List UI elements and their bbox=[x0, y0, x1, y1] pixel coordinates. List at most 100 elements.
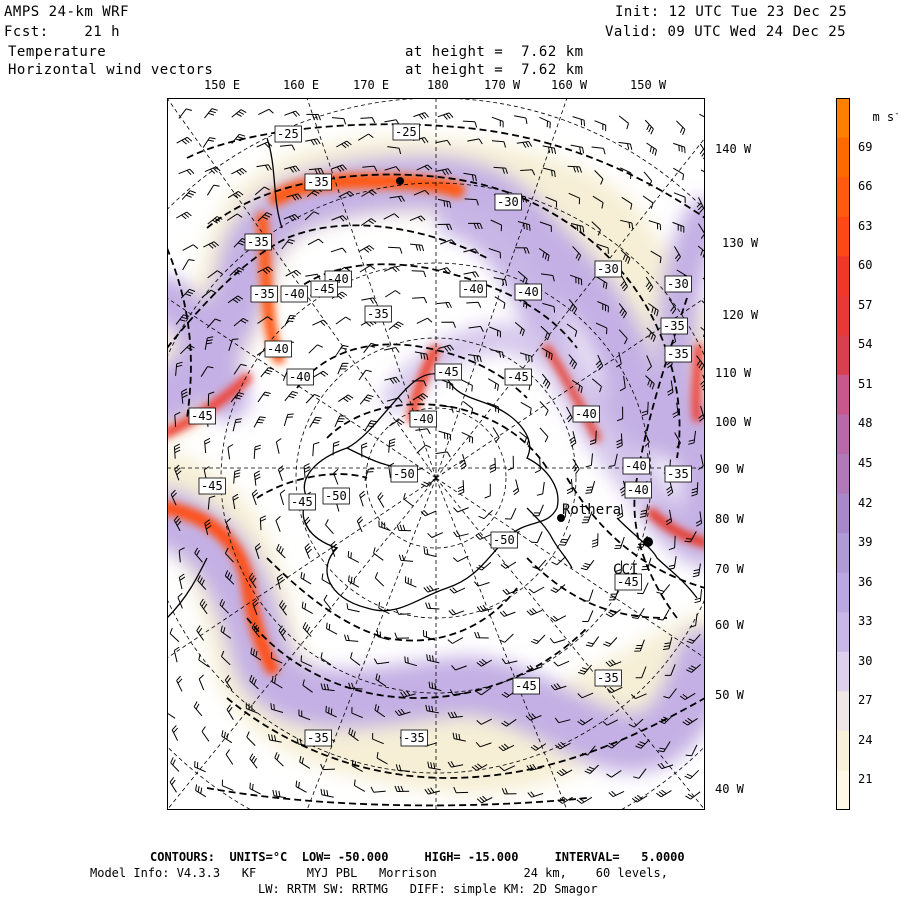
wind-barb bbox=[682, 717, 698, 726]
jet-core-east-edge bbox=[647, 508, 705, 548]
wind-barb bbox=[204, 166, 221, 174]
wind-barb bbox=[233, 469, 241, 484]
contour-label: -35 bbox=[403, 731, 425, 745]
wind-barb bbox=[500, 561, 517, 569]
wind-barb bbox=[346, 603, 360, 613]
wind-barb bbox=[251, 489, 259, 506]
model-info: Model Info: V4.3.3 KF MYJ PBL Morrison 2… bbox=[90, 866, 668, 880]
wind-barb bbox=[478, 509, 493, 520]
wind-barb bbox=[173, 443, 181, 459]
wind-barb bbox=[204, 336, 214, 350]
wind-barb bbox=[464, 198, 479, 206]
contour-label-box bbox=[244, 233, 272, 251]
forecast-hour: Fcst: 21 h bbox=[4, 24, 121, 40]
wind-barb bbox=[224, 547, 234, 563]
colorbar-swatch bbox=[836, 216, 850, 257]
contour-label: -40 bbox=[412, 412, 434, 426]
wind-barb bbox=[616, 351, 622, 368]
wind-barb bbox=[360, 218, 377, 226]
wind-barb bbox=[224, 675, 233, 691]
wind-barb bbox=[358, 369, 372, 381]
wind-barb bbox=[536, 481, 545, 496]
wind-barb bbox=[549, 637, 566, 644]
wind-barb bbox=[468, 325, 484, 332]
wind-barb bbox=[230, 392, 245, 403]
wind-barb bbox=[300, 655, 313, 667]
wind-barb bbox=[468, 222, 483, 230]
wind-barb bbox=[226, 213, 243, 221]
wind-barb bbox=[528, 586, 545, 594]
wind-barb bbox=[514, 247, 530, 254]
wind-barb bbox=[373, 658, 390, 665]
wind-barb bbox=[411, 380, 427, 387]
wind-barb bbox=[684, 531, 697, 543]
wind-barb bbox=[203, 241, 219, 249]
colorbar-tick-label: 60 bbox=[858, 258, 873, 273]
wind-barb bbox=[619, 167, 632, 180]
wind-barb bbox=[206, 318, 221, 329]
wind-barb bbox=[462, 120, 478, 128]
wind-barb bbox=[309, 416, 322, 428]
wind-barb bbox=[425, 704, 439, 714]
wind-barb bbox=[616, 504, 624, 520]
wind-barb bbox=[364, 420, 377, 432]
wind-barb bbox=[361, 297, 377, 304]
wind-barb bbox=[476, 604, 493, 613]
lon-label-top: 150 E bbox=[204, 78, 241, 92]
wind-barb bbox=[411, 270, 427, 278]
contour-label-box bbox=[198, 477, 226, 495]
wind-barb bbox=[700, 169, 705, 173]
wind-barb bbox=[370, 786, 386, 793]
wind-barb bbox=[526, 665, 543, 672]
wind-barb bbox=[635, 739, 650, 749]
wind-barb bbox=[227, 295, 244, 304]
wind-barb bbox=[665, 509, 673, 526]
lon-label-right: 100 W bbox=[715, 415, 752, 429]
wind-barb bbox=[170, 489, 177, 506]
wind-barb bbox=[202, 137, 216, 148]
wind-barb bbox=[413, 189, 430, 196]
wind-barb bbox=[494, 296, 506, 309]
wind-barb bbox=[474, 631, 489, 639]
wind-barb bbox=[644, 430, 650, 447]
wind-barb bbox=[701, 300, 705, 305]
wind-barb bbox=[582, 610, 594, 623]
contour-label-box bbox=[494, 193, 522, 211]
wind-barb bbox=[667, 380, 674, 396]
contour-label: -45 bbox=[313, 282, 335, 296]
wind-barb bbox=[167, 712, 176, 719]
contour-label: -40 bbox=[575, 407, 597, 421]
wind-barb bbox=[545, 196, 558, 208]
wind-barb bbox=[299, 755, 311, 769]
wind-barb bbox=[512, 479, 520, 496]
wind-barb bbox=[285, 269, 302, 277]
wind-barb bbox=[475, 533, 492, 540]
wind-barb bbox=[206, 184, 220, 196]
wind-barb bbox=[304, 543, 312, 559]
wind-barb bbox=[580, 559, 595, 571]
lon-label-right: 50 W bbox=[715, 688, 744, 702]
wind-barb bbox=[363, 342, 377, 354]
wind-barb bbox=[645, 375, 655, 390]
wind-barb bbox=[182, 259, 195, 271]
wind-barb bbox=[268, 734, 282, 743]
wind-barb bbox=[672, 221, 685, 233]
wind-barb bbox=[621, 196, 633, 210]
wind-barb bbox=[618, 303, 627, 319]
wind-barb bbox=[691, 482, 699, 497]
wind-barb bbox=[388, 462, 395, 479]
wind-barb bbox=[295, 780, 307, 793]
wind-barb bbox=[394, 785, 410, 792]
wind-barb bbox=[221, 730, 233, 744]
wind-barb bbox=[359, 490, 366, 507]
wind-barb bbox=[484, 483, 491, 499]
wind-barb bbox=[516, 141, 533, 148]
contour-label-box bbox=[264, 340, 292, 358]
wind-barb bbox=[383, 347, 400, 353]
wind-barb bbox=[441, 321, 456, 328]
wind-barb bbox=[541, 347, 553, 361]
wind-barb bbox=[283, 413, 294, 427]
wind-barb bbox=[178, 108, 193, 119]
wind-barb bbox=[476, 561, 492, 571]
wind-barb bbox=[416, 164, 433, 171]
